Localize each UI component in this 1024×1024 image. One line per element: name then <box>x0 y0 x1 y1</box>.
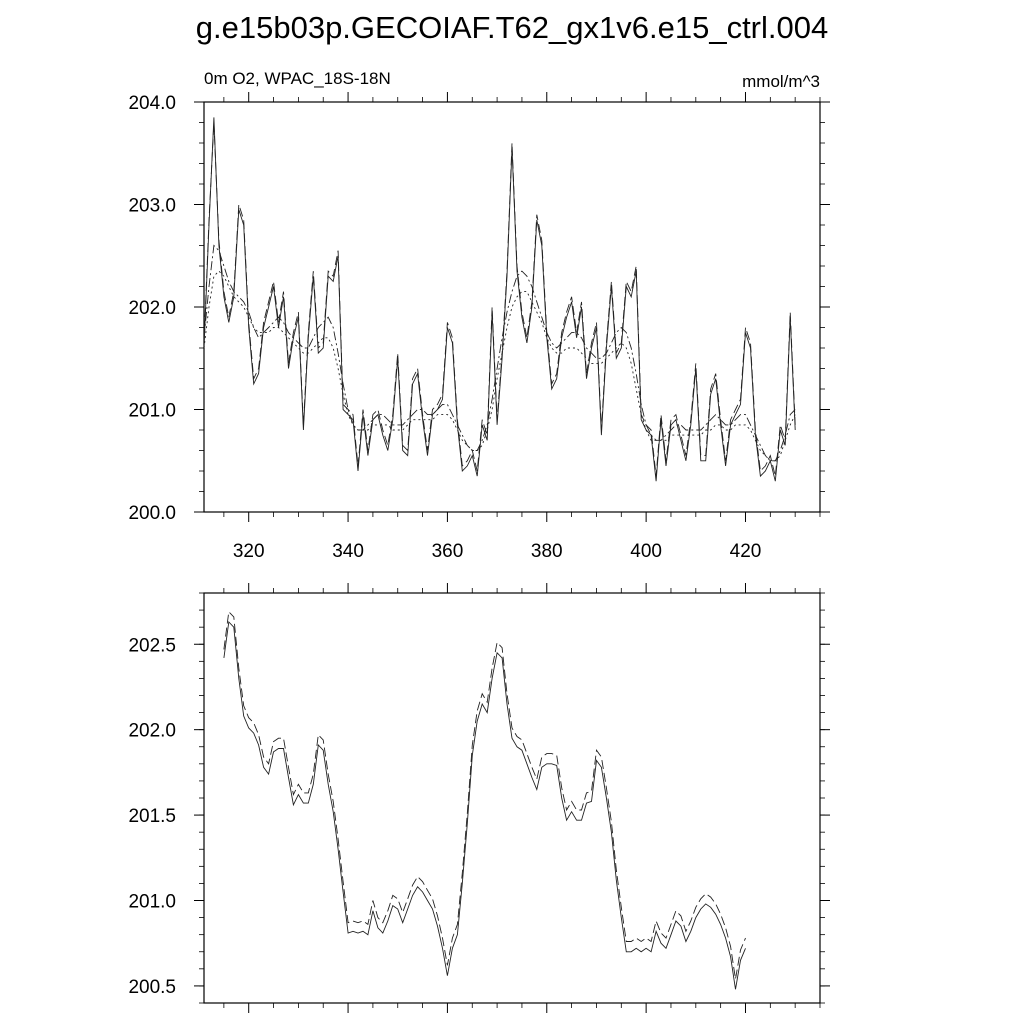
y-tick-label: 202.0 <box>128 721 176 742</box>
bottom-panel: 200.5 201.0 201.5 202.0 202.5 <box>128 583 830 1013</box>
x-tick-label: 340 <box>332 541 364 562</box>
x-tick-label: 420 <box>730 541 762 562</box>
top-panel-units-label: mmol/m^3 <box>742 72 820 91</box>
x-tick-label: 360 <box>432 541 464 562</box>
top-panel: 320 340 360 380 400 420 200.0 201.0 202.0 203.0 20… <box>128 92 830 562</box>
series-line-dash-dot <box>204 244 796 462</box>
x-tick-label: 400 <box>630 541 662 562</box>
top-panel-left-label: 0m O2, WPAC_18S-18N <box>204 69 391 88</box>
y-tick-label: 201.5 <box>128 806 176 827</box>
y-tick-label: 203.0 <box>128 196 176 217</box>
y-tick-label: 200.0 <box>128 503 176 524</box>
x-tick-label: 380 <box>531 541 563 562</box>
series-line-dashed <box>204 122 796 477</box>
y-tick-label: 202.5 <box>128 635 176 656</box>
y-tick-label: 202.0 <box>128 298 176 319</box>
series-line-solid <box>204 117 796 482</box>
series-line-solid <box>223 621 746 990</box>
y-tick-label: 201.0 <box>128 401 176 422</box>
series-line-dotted <box>204 270 796 462</box>
y-tick-label: 200.5 <box>128 977 176 998</box>
chart-title: g.e15b03p.GECOIAF.T62_gx1v6.e15_ctrl.004 <box>196 10 828 45</box>
y-tick-label: 204.0 <box>128 93 176 114</box>
x-tick-label: 320 <box>233 541 265 562</box>
y-tick-label: 201.0 <box>128 892 176 913</box>
series-line-dashed <box>223 610 746 980</box>
